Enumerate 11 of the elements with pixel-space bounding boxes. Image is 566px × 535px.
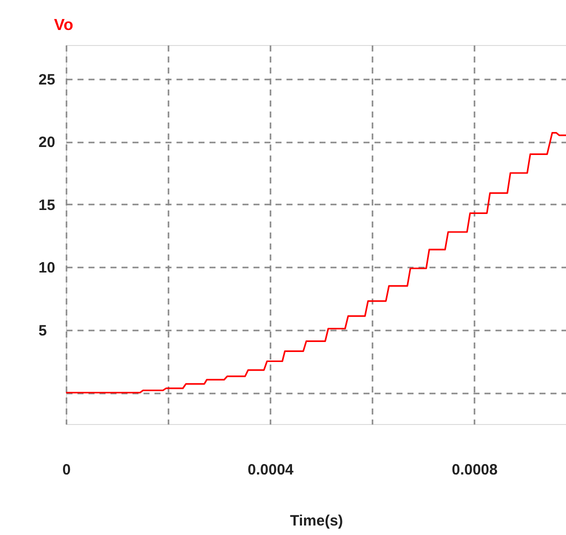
x-tick-label: 0.0004 [248, 462, 294, 478]
y-tick-label: 25 [38, 71, 56, 88]
y-tick-label: 15 [38, 196, 56, 214]
x-tick-label: 0.0008 [452, 462, 498, 478]
line-series [66, 132, 566, 394]
y-tick-label: 10 [38, 260, 56, 277]
x-tick-label: 0 [62, 462, 71, 478]
y-tick-label: 5 [38, 322, 47, 340]
y-tick-label: 20 [38, 134, 56, 152]
x-axis-title: Time(s) [290, 512, 344, 530]
chart-title: Vo [54, 17, 74, 34]
